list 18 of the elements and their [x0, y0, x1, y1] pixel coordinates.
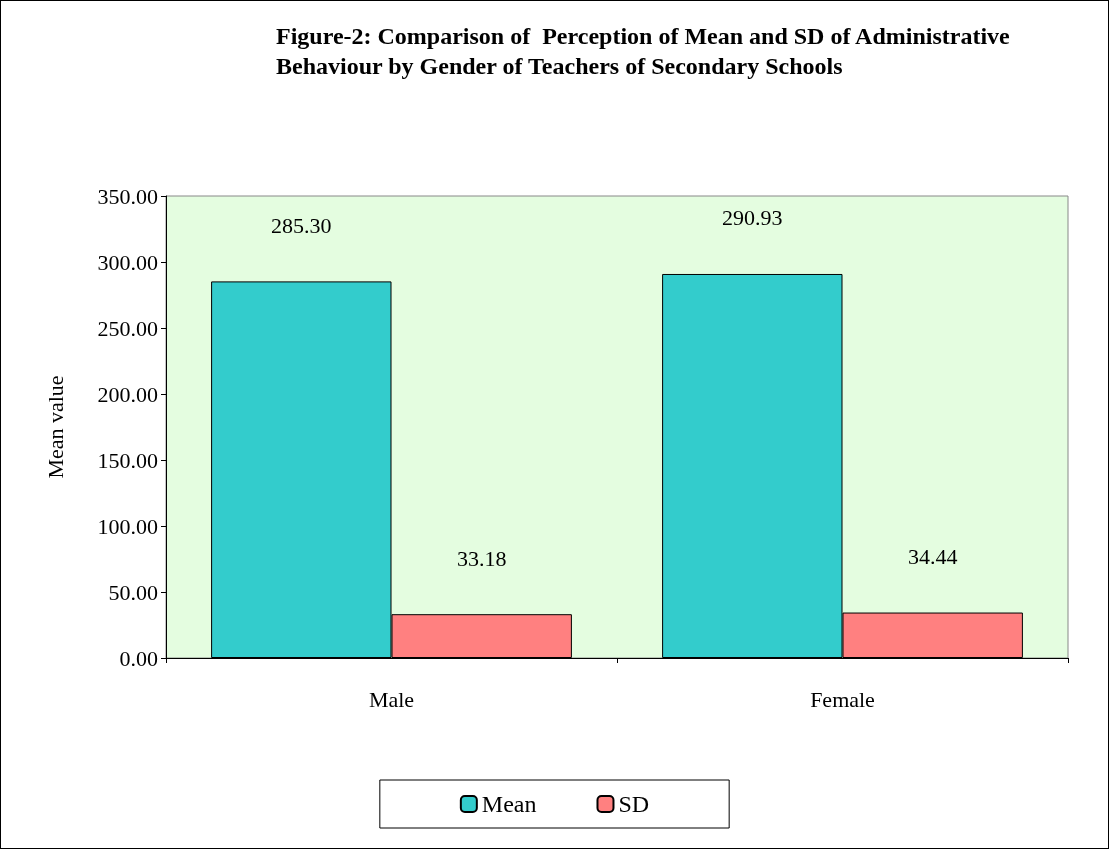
legend-label: Mean: [481, 791, 537, 817]
x-tick-label: Male: [368, 686, 415, 712]
y-tick-label: 200.00: [97, 381, 158, 407]
data-label: 285.30: [271, 212, 332, 238]
y-tick-label: 350.00: [97, 183, 158, 209]
data-label: 290.93: [722, 205, 783, 231]
legend-label: SD: [618, 791, 650, 817]
chart-title: Figure-2: Comparison of Perception of Mean and SD of Administrative Behaviour by Gender of Teachers of Secondary Schools: [276, 23, 1016, 79]
y-axis-title: Mean value: [42, 375, 68, 479]
y-tick-label: 300.00: [97, 249, 158, 275]
data-label: 34.44: [907, 544, 958, 570]
y-tick-label: 0.00: [119, 645, 158, 671]
y-tick-label: 250.00: [97, 315, 158, 341]
y-tick-label: 150.00: [97, 447, 158, 473]
y-tick-label: 100.00: [97, 513, 158, 539]
x-tick-label: Female: [810, 686, 875, 712]
y-tick-label: 50.00: [108, 579, 158, 605]
data-label: 33.18: [456, 545, 507, 571]
